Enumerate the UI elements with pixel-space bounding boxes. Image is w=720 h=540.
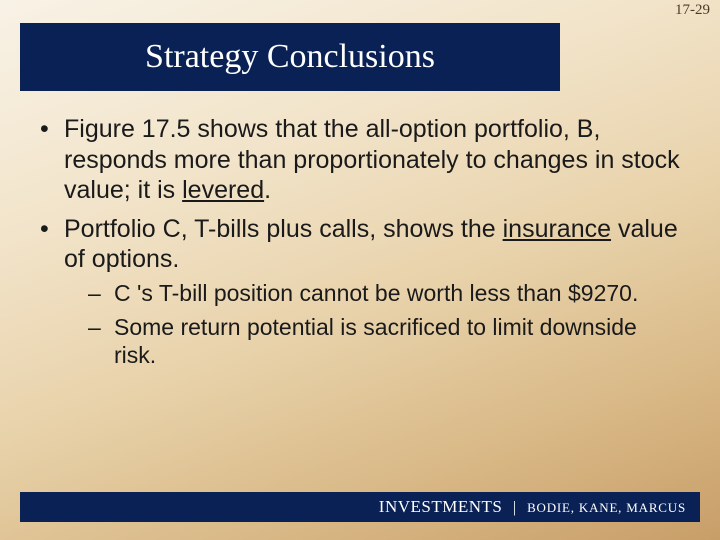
footer-brand: INVESTMENTS — [379, 497, 503, 516]
sub-bullet-2: Some return potential is sacrificed to l… — [64, 313, 684, 369]
bullet-1-text-post: . — [264, 176, 271, 204]
footer-authors: BODIE, KANE, MARCUS — [527, 500, 686, 515]
bullet-1: Figure 17.5 shows that the all-option po… — [36, 114, 684, 206]
content-area: Figure 17.5 shows that the all-option po… — [36, 114, 684, 377]
sub-bullet-list: C 's T-bill position cannot be worth les… — [64, 279, 684, 369]
footer-text: INVESTMENTS | BODIE, KANE, MARCUS — [379, 497, 686, 517]
slide-number: 17-29 — [675, 2, 710, 19]
slide-title: Strategy Conclusions — [145, 38, 435, 76]
sub-bullet-1: C 's T-bill position cannot be worth les… — [64, 279, 684, 307]
footer-separator: | — [513, 499, 517, 516]
bullet-2-text-pre: Portfolio C, T-bills plus calls, shows t… — [64, 215, 503, 243]
bullet-2-underlined: insurance — [503, 215, 611, 243]
title-band: Strategy Conclusions — [20, 23, 560, 91]
footer-band: INVESTMENTS | BODIE, KANE, MARCUS — [20, 492, 700, 522]
bullet-1-underlined: levered — [182, 176, 264, 204]
bullet-2: Portfolio C, T-bills plus calls, shows t… — [36, 214, 684, 369]
bullet-list: Figure 17.5 shows that the all-option po… — [36, 114, 684, 369]
bullet-1-text-pre: Figure 17.5 shows that the all-option po… — [64, 115, 680, 204]
